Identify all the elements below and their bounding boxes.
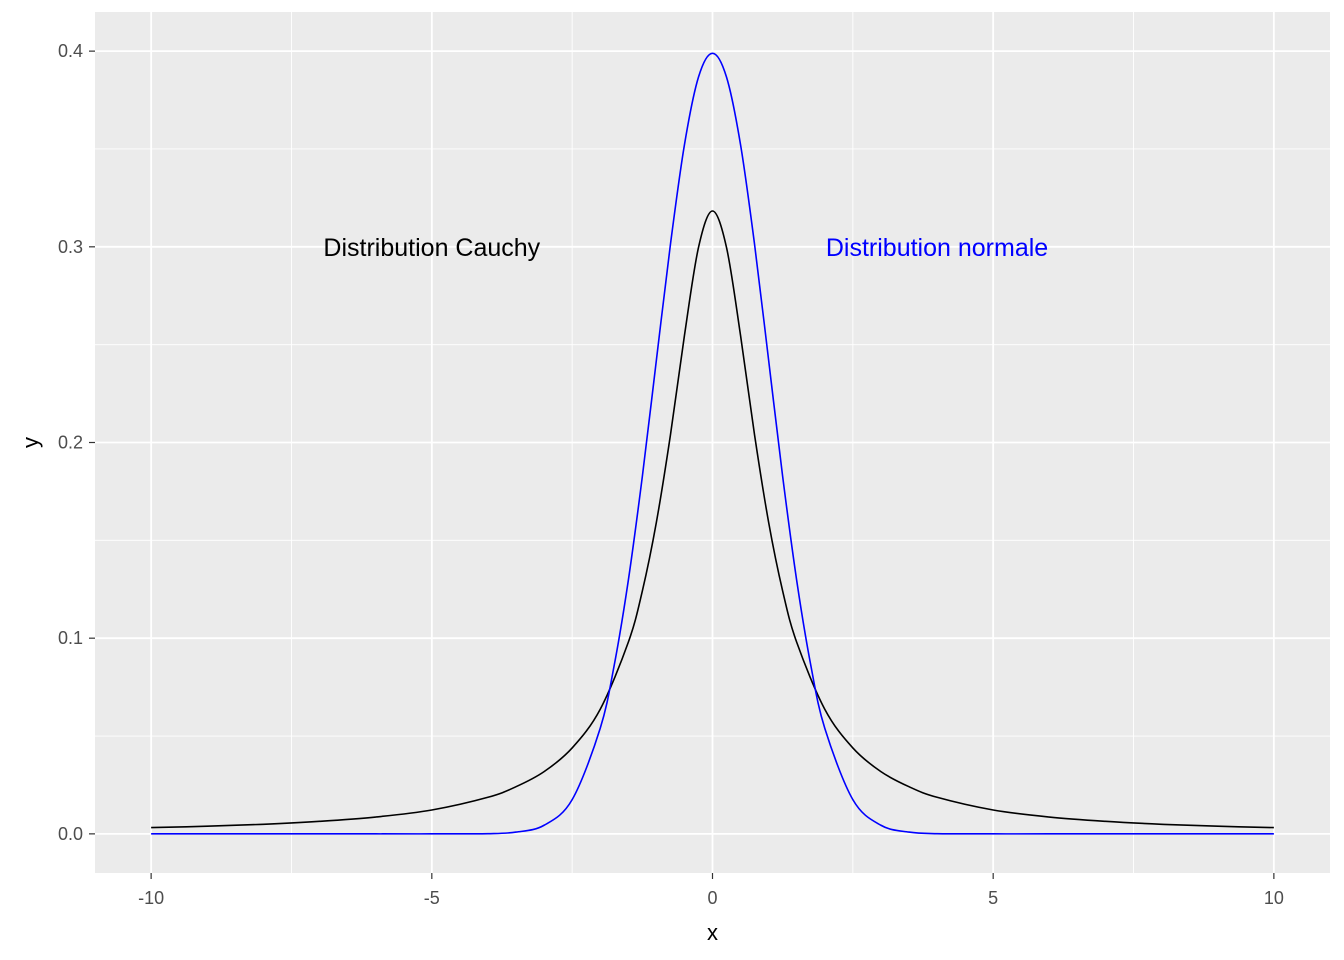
annotation-layer: Distribution Cauchy Distribution normale — [323, 234, 1048, 262]
x-axis: -10 -5 0 5 10 — [138, 873, 1284, 908]
x-tick-label: 5 — [988, 888, 998, 908]
x-tick-label: -5 — [424, 888, 440, 908]
y-tick-label: 0.3 — [58, 237, 83, 257]
y-tick-label: 0.2 — [58, 433, 83, 453]
grid-major — [95, 12, 1330, 873]
x-tick-label: 10 — [1264, 888, 1284, 908]
x-tick-label: -10 — [138, 888, 164, 908]
y-axis: 0.0 0.1 0.2 0.3 0.4 — [58, 41, 95, 844]
x-axis-title: x — [707, 920, 718, 945]
y-tick-label: 0.4 — [58, 41, 83, 61]
series-layer — [151, 52, 1274, 835]
series-line-1 — [151, 210, 1274, 829]
y-axis-title: y — [18, 437, 43, 448]
series-line-2 — [151, 52, 1274, 835]
annotation-1: Distribution Cauchy — [323, 234, 540, 262]
annotation-2: Distribution normale — [826, 234, 1048, 262]
y-tick-label: 0.1 — [58, 628, 83, 648]
y-tick-label: 0.0 — [58, 824, 83, 844]
x-tick-label: 0 — [707, 888, 717, 908]
